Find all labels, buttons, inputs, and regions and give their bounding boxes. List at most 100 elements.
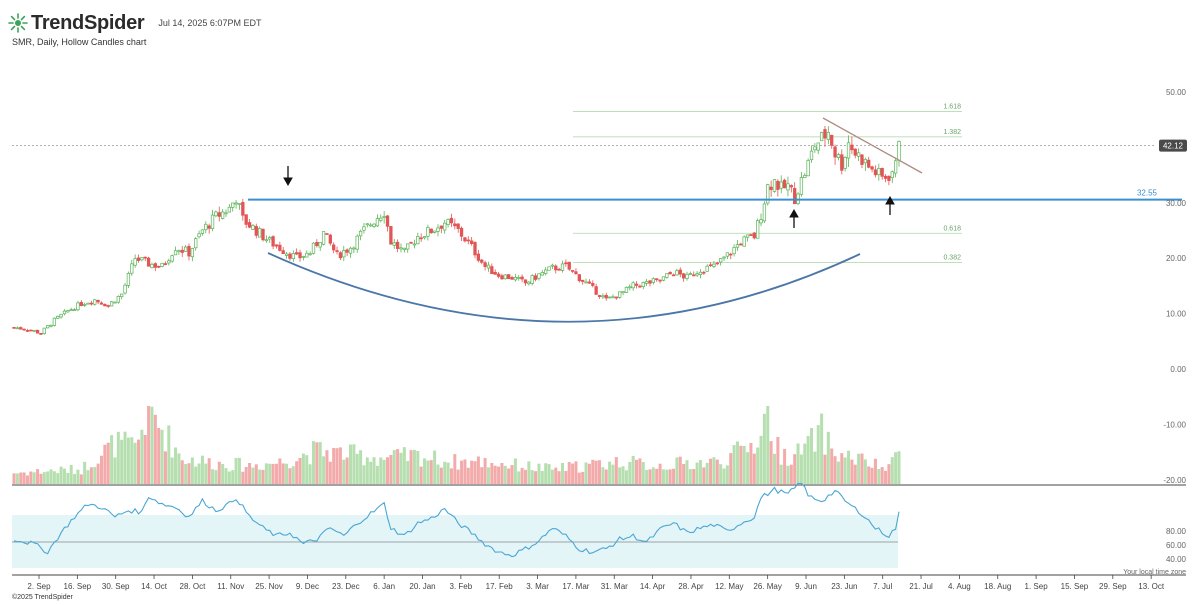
candle-body xyxy=(348,247,353,254)
volume-bar xyxy=(22,472,26,484)
volume-bar xyxy=(513,458,517,484)
candle-body xyxy=(537,273,541,279)
candle-body xyxy=(695,273,699,276)
volume-bar xyxy=(470,460,474,484)
candle-body xyxy=(729,253,733,256)
candle-body xyxy=(254,226,258,236)
volume-bar xyxy=(759,435,763,484)
volume-bar xyxy=(823,454,827,484)
volume-bar xyxy=(147,406,151,484)
candle-body xyxy=(809,150,814,161)
candle-body xyxy=(372,223,376,227)
volume-bar xyxy=(725,465,729,484)
candle-body xyxy=(352,247,356,250)
candle-body xyxy=(584,281,588,284)
volume-bar xyxy=(601,467,605,484)
volume-bar xyxy=(527,461,531,484)
candle-body xyxy=(214,211,218,217)
volume-bar xyxy=(56,473,60,484)
candle-body xyxy=(732,247,736,255)
candle-body xyxy=(466,239,470,242)
volume-bar xyxy=(860,453,864,484)
volume-bar xyxy=(682,463,686,484)
candle-body xyxy=(658,279,662,282)
candle-body xyxy=(749,234,753,236)
candle-body xyxy=(745,234,750,238)
volume-bar xyxy=(224,468,228,484)
candle-body xyxy=(153,263,157,268)
chart-title: SMR, Daily, Hollow Candles chart xyxy=(12,37,147,47)
candle-body xyxy=(476,253,481,261)
volume-bar xyxy=(318,442,322,484)
volume-bar xyxy=(813,451,817,484)
volume-bar xyxy=(571,463,575,484)
volume-bar xyxy=(870,467,874,484)
volume-bar xyxy=(547,464,551,484)
volume-bar xyxy=(83,461,87,484)
volume-bar xyxy=(126,437,130,484)
volume-bar xyxy=(668,469,672,484)
volume-bar xyxy=(830,448,834,484)
volume-bar xyxy=(678,456,682,484)
volume-bar xyxy=(436,464,440,484)
volume-bar xyxy=(635,459,639,484)
volume-bar xyxy=(406,460,410,484)
x-axis-label: 23. Dec xyxy=(332,582,360,591)
x-axis-label: 2. Sep xyxy=(27,582,51,591)
volume-bar xyxy=(264,463,268,484)
candle-body xyxy=(648,280,652,284)
candle-body xyxy=(493,271,497,275)
candle-body xyxy=(880,168,884,177)
candle-body xyxy=(813,146,817,151)
candle-body xyxy=(641,282,645,287)
candle-body xyxy=(197,233,201,238)
candle-body xyxy=(274,244,279,247)
candle-body xyxy=(601,295,605,298)
candle-body xyxy=(688,273,693,275)
candle-body xyxy=(759,219,763,224)
candle-body xyxy=(836,154,841,158)
volume-bar xyxy=(315,442,319,484)
candle-body xyxy=(241,202,245,216)
volume-bar xyxy=(880,467,884,484)
volume-bar xyxy=(587,463,591,484)
volume-bar xyxy=(244,467,248,484)
volume-bar xyxy=(645,469,649,484)
x-axis-label: 26. May xyxy=(753,582,781,591)
volume-bar xyxy=(99,455,103,484)
candle-body xyxy=(237,203,242,205)
volume-bar xyxy=(692,469,696,484)
volume-bar xyxy=(463,459,467,484)
candle-body xyxy=(335,250,339,252)
candle-body xyxy=(665,273,669,278)
downtrend-line[interactable] xyxy=(822,117,923,174)
candle-body xyxy=(853,148,857,156)
candle-body xyxy=(163,263,168,265)
candle-body xyxy=(42,327,46,335)
candle-body xyxy=(631,282,635,289)
candle-body xyxy=(463,237,467,242)
candle-body xyxy=(668,271,672,275)
volume-bar xyxy=(554,467,558,484)
cup-arc[interactable] xyxy=(267,252,861,323)
candle-body xyxy=(59,314,63,318)
candle-body xyxy=(234,202,238,205)
x-axis-label: 17. Feb xyxy=(486,582,514,591)
candle-body xyxy=(500,275,504,280)
volume-bar xyxy=(695,462,699,484)
x-axis-label: 3. Feb xyxy=(450,582,473,591)
candle-body xyxy=(89,302,94,305)
candle-body xyxy=(644,281,649,284)
candle-body xyxy=(607,296,612,299)
volume-bar xyxy=(93,466,97,484)
candle-body xyxy=(634,283,639,286)
candle-body xyxy=(409,241,413,244)
last-price-label: 42.12 xyxy=(1163,142,1184,151)
candle-body xyxy=(816,142,820,151)
volume-bar xyxy=(301,453,305,484)
candle-body xyxy=(443,222,447,231)
candle-body xyxy=(833,146,837,158)
volume-bar xyxy=(439,467,443,484)
candle-body xyxy=(793,188,797,205)
